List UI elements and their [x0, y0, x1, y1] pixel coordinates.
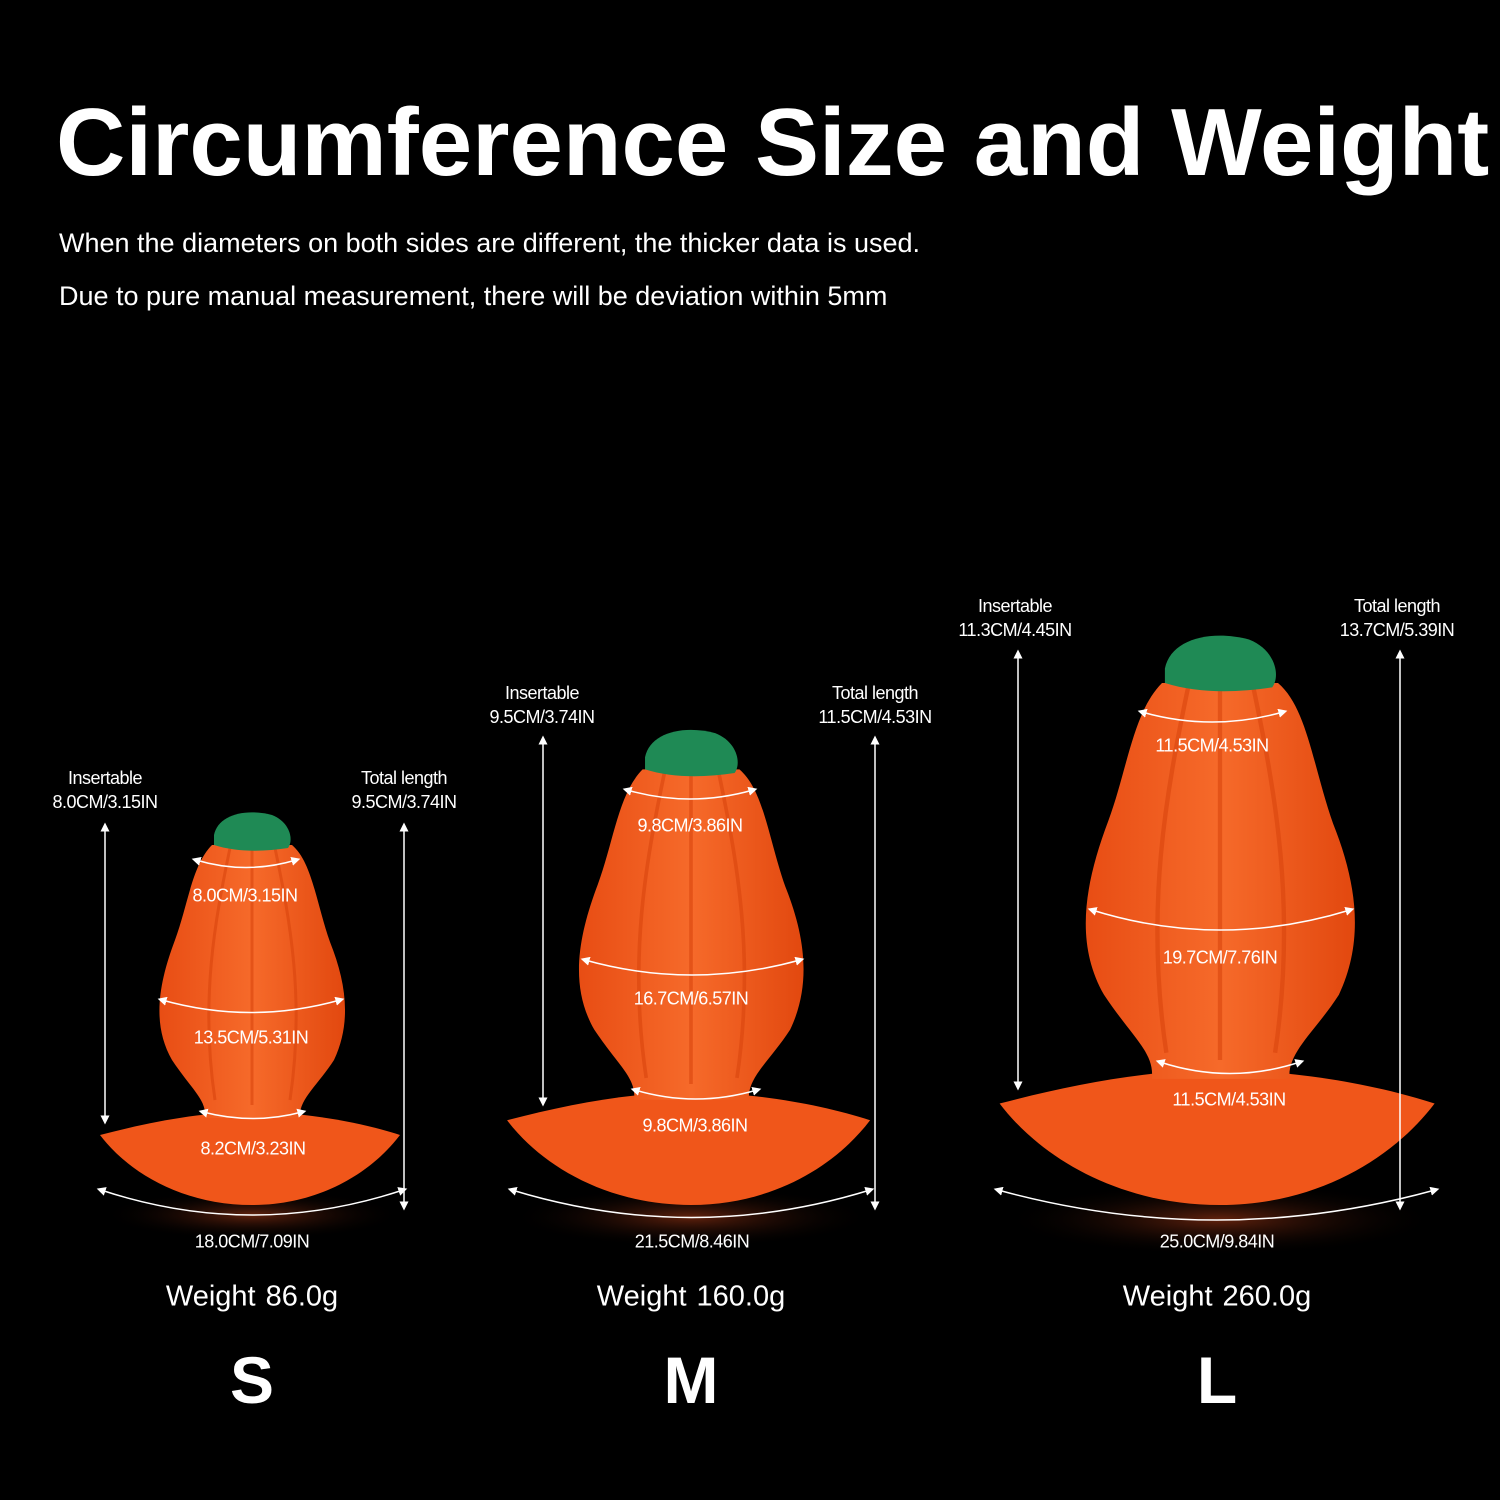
- m-total-label: Total length 11.5CM/4.53IN: [818, 681, 932, 729]
- m-circumference-base: 21.5CM/8.46IN: [634, 1231, 750, 1252]
- s-total-label: Total length 9.5CM/3.74IN: [351, 766, 457, 814]
- s-neck-circ-arrow: [198, 1108, 307, 1120]
- m-total-title: Total length: [831, 683, 919, 703]
- s-circumference-middle: 13.5CM/5.31IN: [193, 1027, 309, 1048]
- m-insertable-title: Insertable: [504, 683, 580, 703]
- s-circumference-top: 8.0CM/3.15IN: [192, 885, 298, 906]
- s-weight: Weight 86.0g: [166, 1281, 338, 1314]
- m-insertable-value: 9.5CM/3.74IN: [489, 707, 595, 727]
- s-circumference-base: 18.0CM/7.09IN: [194, 1231, 310, 1252]
- l-circumference-top: 11.5CM/4.53IN: [1155, 735, 1269, 756]
- m-circumference-neck: 9.8CM/3.86IN: [642, 1115, 748, 1136]
- note-diameter: When the diameters on both sides are dif…: [59, 228, 920, 258]
- l-circumference-middle: 19.7CM/7.76IN: [1162, 947, 1278, 968]
- s-mid-circ-arrow: [157, 996, 345, 1014]
- s-weight-label: Weight: [165, 1280, 256, 1313]
- l-base-circ-arrow: [993, 1186, 1440, 1221]
- l-insertable-label: Insertable 11.3CM/4.45IN: [958, 594, 1072, 642]
- m-circumference-top: 9.8CM/3.86IN: [637, 815, 743, 836]
- m-neck-circ-arrow: [630, 1086, 762, 1100]
- m-top-circ-arrow: [622, 786, 758, 800]
- size-m-label: M: [663, 1343, 719, 1417]
- m-mid-circ-arrow: [580, 956, 805, 976]
- product-s-image: [98, 810, 404, 1242]
- size-l-label: L: [1196, 1343, 1238, 1417]
- l-insertable-value: 11.3CM/4.45IN: [958, 620, 1072, 640]
- l-circumference-base: 25.0CM/9.84IN: [1159, 1231, 1275, 1252]
- s-insertable-title: Insertable: [67, 768, 143, 788]
- l-weight-value: 260.0g: [1222, 1280, 1312, 1313]
- m-weight-label: Weight: [596, 1280, 687, 1313]
- l-circumference-neck: 11.5CM/4.53IN: [1172, 1089, 1286, 1110]
- l-neck-circ-arrow: [1155, 1059, 1305, 1075]
- product-l-image: [1000, 636, 1438, 1256]
- m-base-circ-arrow: [507, 1187, 875, 1219]
- s-top-circ-arrow: [191, 856, 301, 869]
- l-total-title: Total length: [1353, 596, 1441, 616]
- s-insertable-label: Insertable 8.0CM/3.15IN: [52, 766, 158, 814]
- s-total-title: Total length: [360, 768, 448, 788]
- l-mid-circ-arrow: [1087, 907, 1355, 931]
- s-circumference-neck: 8.2CM/3.23IN: [200, 1138, 306, 1159]
- m-weight: Weight 160.0g: [597, 1281, 785, 1314]
- l-weight-label: Weight: [1122, 1280, 1213, 1313]
- note-deviation: Due to pure manual measurement, there wi…: [59, 281, 888, 311]
- s-total-value: 9.5CM/3.74IN: [351, 792, 457, 812]
- l-total-value: 13.7CM/5.39IN: [1339, 620, 1455, 640]
- l-insertable-title: Insertable: [977, 596, 1053, 616]
- m-circumference-middle: 16.7CM/6.57IN: [633, 988, 749, 1009]
- l-total-label: Total length 13.7CM/5.39IN: [1340, 594, 1455, 642]
- m-weight-value: 160.0g: [696, 1280, 786, 1313]
- l-top-circ-arrow: [1137, 708, 1288, 723]
- l-weight: Weight 260.0g: [1123, 1281, 1311, 1314]
- page-title: Circumference Size and Weight: [56, 89, 1490, 196]
- s-weight-value: 86.0g: [265, 1280, 339, 1313]
- m-total-value: 11.5CM/4.53IN: [818, 707, 932, 727]
- s-base-circ-arrow: [96, 1187, 408, 1216]
- size-s-label: S: [229, 1343, 275, 1417]
- m-insertable-label: Insertable 9.5CM/3.74IN: [489, 681, 595, 729]
- s-insertable-value: 8.0CM/3.15IN: [52, 792, 158, 812]
